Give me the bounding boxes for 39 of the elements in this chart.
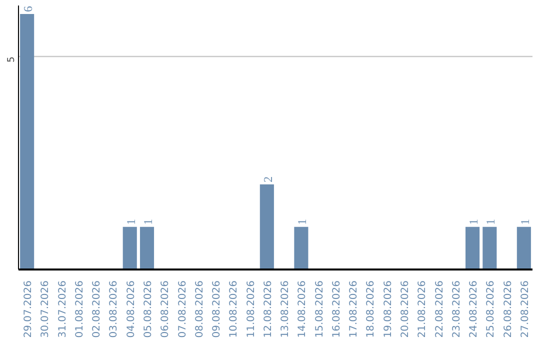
x-tick-label: 15.08.2026	[314, 280, 326, 338]
x-tick-label: 29.07.2026	[23, 280, 34, 338]
x-tick-label: 21.08.2026	[417, 280, 428, 338]
x-tick-label: 12.08.2026	[262, 280, 274, 338]
x-tick-label: 20.08.2026	[400, 280, 411, 338]
data-label: 1	[141, 218, 155, 225]
x-tick-label: 25.08.2026	[486, 280, 497, 338]
x-tick-label: 09.08.2026	[212, 280, 223, 338]
data-label: 1	[484, 218, 498, 225]
x-tick-label: 22.08.2026	[434, 280, 446, 338]
x-tick-label: 13.08.2026	[280, 280, 292, 338]
x-tick-label: 23.08.2026	[451, 280, 462, 338]
x-tick-label: 19.08.2026	[382, 280, 394, 338]
x-tick-label: 07.08.2026	[177, 280, 188, 338]
data-label: 1	[518, 218, 532, 225]
x-tick-label: 02.08.2026	[92, 280, 103, 338]
x-tick-label: 27.08.2026	[520, 280, 531, 338]
y-tick-label: 5	[6, 56, 17, 63]
data-label: 1	[466, 218, 481, 225]
x-tick-label: 26.08.2026	[502, 280, 514, 338]
x-tick-label: 05.08.2026	[143, 280, 154, 338]
x-tick-label: 06.08.2026	[160, 280, 172, 338]
data-label: 1	[295, 218, 310, 225]
data-label: 2	[260, 176, 275, 182]
x-tick-label: 14.08.2026	[297, 280, 308, 338]
x-tick-label: 24.08.2026	[468, 280, 480, 338]
x-tick-label: 01.08.2026	[74, 280, 86, 338]
x-tick-label: 11.08.2026	[246, 280, 257, 338]
x-tick-label: 30.07.2026	[40, 280, 52, 338]
x-tick-label: 08.08.2026	[194, 280, 206, 338]
data-label: 1	[124, 218, 138, 225]
x-tick-label: 04.08.2026	[126, 280, 137, 338]
x-tick-label: 31.07.2026	[57, 280, 68, 338]
x-tick-label: 18.08.2026	[366, 280, 377, 338]
x-tick-label: 17.08.2026	[348, 280, 360, 338]
x-tick-label: 10.08.2026	[228, 280, 240, 338]
data-label: 6	[21, 6, 36, 12]
x-tick-label: 16.08.2026	[331, 280, 342, 338]
x-tick-label: 03.08.2026	[108, 280, 120, 338]
